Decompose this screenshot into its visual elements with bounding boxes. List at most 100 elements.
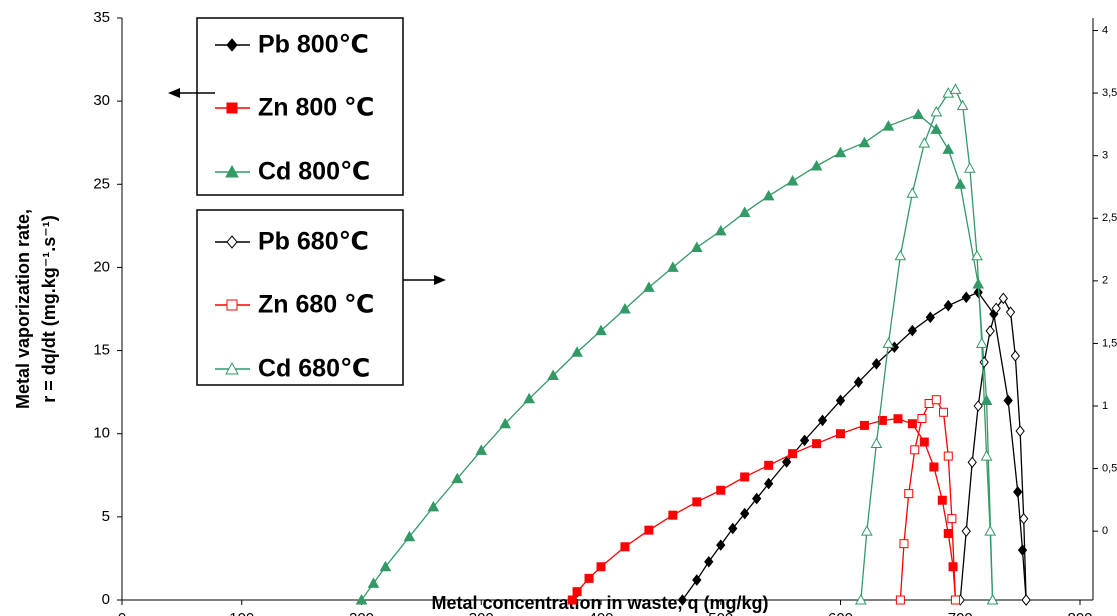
data-point <box>714 224 727 236</box>
data-point <box>499 417 512 429</box>
legend-label: Cd 800℃ <box>258 158 370 186</box>
data-point <box>762 189 775 201</box>
data-point <box>817 414 828 427</box>
data-point <box>882 120 895 131</box>
data-point <box>963 162 976 173</box>
data-point <box>904 489 914 499</box>
data-point <box>523 392 535 404</box>
data-point <box>728 522 738 535</box>
arrow <box>403 275 446 285</box>
data-point <box>979 356 989 368</box>
data-point <box>929 462 939 472</box>
data-point <box>1015 425 1025 437</box>
data-point <box>692 497 702 507</box>
y-tick-label: 25 <box>93 175 110 192</box>
data-point <box>918 137 931 148</box>
data-point <box>764 460 774 470</box>
legend-marker <box>226 235 238 249</box>
data-point <box>956 99 969 111</box>
data-point <box>954 178 967 189</box>
data-point <box>1005 306 1016 318</box>
y-tick-label: 35 <box>93 9 110 26</box>
data-point <box>991 302 1001 315</box>
data-point <box>799 434 810 447</box>
x-tick-label: 100 <box>229 610 254 616</box>
legend-marker <box>226 299 238 311</box>
y-tick-label: 10 <box>93 425 110 442</box>
y2-tick-label: 1 <box>1102 400 1108 412</box>
data-point <box>950 595 960 605</box>
data-point <box>740 472 750 482</box>
data-point <box>451 472 464 484</box>
data-point <box>677 594 688 606</box>
data-point <box>930 123 943 134</box>
data-point <box>596 562 606 572</box>
y2-tick-label: 3,5 <box>1102 87 1117 99</box>
data-point <box>1003 394 1013 407</box>
data-point <box>619 302 631 314</box>
y2-tick-label: 4 <box>1102 24 1108 36</box>
data-point <box>567 595 577 605</box>
data-point <box>1013 486 1023 498</box>
data-point <box>834 146 847 158</box>
data-point <box>937 495 947 505</box>
data-point <box>971 249 983 261</box>
data-point <box>961 291 971 304</box>
legend-label: Pb 680℃ <box>258 228 369 256</box>
data-point <box>547 369 559 381</box>
data-point <box>667 261 679 272</box>
data-point <box>812 439 822 449</box>
data-point <box>871 358 882 370</box>
series-line <box>360 113 994 601</box>
data-point <box>835 394 846 407</box>
data-point <box>858 136 871 148</box>
data-point <box>980 450 993 461</box>
data-point <box>1021 594 1031 606</box>
data-point <box>859 420 869 430</box>
data-point <box>925 311 935 324</box>
y2-tick-label: 3 <box>1102 150 1108 162</box>
data-point <box>899 539 909 549</box>
legend-label: Zn 800 ℃ <box>258 94 374 122</box>
data-point <box>943 528 953 538</box>
legend-marker <box>225 164 239 178</box>
data-point <box>855 593 867 605</box>
data-point <box>752 492 762 505</box>
data-point <box>355 593 368 605</box>
data-point <box>943 451 953 461</box>
legend-label: Cd 680℃ <box>258 355 370 383</box>
y-tick-label: 30 <box>93 92 110 109</box>
series-line <box>899 398 957 601</box>
y2-tick-label: 2 <box>1102 275 1108 287</box>
x-tick-label: 800 <box>1067 610 1092 616</box>
series-line <box>860 88 994 601</box>
legend-marker <box>226 38 238 52</box>
data-point <box>1019 512 1029 525</box>
data-point <box>836 429 845 439</box>
data-point <box>961 525 971 537</box>
data-point <box>1010 350 1020 362</box>
x-tick-label: 600 <box>828 610 853 616</box>
series-line <box>571 418 957 601</box>
y2-tick-label: 1,5 <box>1102 337 1117 349</box>
data-point <box>938 407 948 417</box>
data-point <box>910 445 920 455</box>
arrow <box>168 88 215 98</box>
y-tick-label: 20 <box>93 258 110 275</box>
x-tick-label: 700 <box>948 610 973 616</box>
data-point <box>931 395 941 405</box>
y2-tick-label: 0 <box>1102 525 1108 537</box>
data-point <box>704 555 714 568</box>
series-line <box>959 297 1027 601</box>
data-point <box>379 560 392 572</box>
data-point <box>740 507 750 520</box>
data-point <box>917 414 927 424</box>
data-point <box>947 514 957 524</box>
data-point <box>919 437 929 447</box>
data-point <box>690 241 703 252</box>
data-point <box>644 525 654 535</box>
legend-marker <box>225 361 239 375</box>
data-point <box>984 525 997 536</box>
data-point <box>894 249 907 261</box>
